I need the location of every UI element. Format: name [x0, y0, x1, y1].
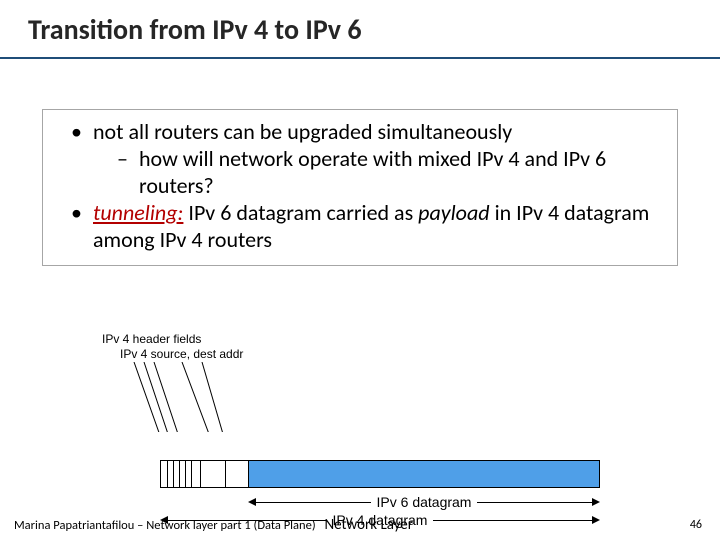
dash-icon: – — [117, 145, 139, 199]
ipv4-header-fields-box — [161, 461, 201, 487]
footer: Marina Papatriantafilou – Network layer … — [14, 516, 413, 534]
label-header-fields: IPv 4 header fields IPv 4 source, dest a… — [102, 332, 243, 362]
bullet-dot-icon: • — [71, 118, 93, 145]
bullet-1-text: not all routers can be upgraded simultan… — [93, 118, 512, 145]
bullet-2: • tunneling: IPv 6 datagram carried as p… — [71, 199, 659, 253]
sub-bullet-1: – how will network operate with mixed IP… — [117, 145, 659, 199]
pointer-lines — [100, 362, 320, 432]
slide-title: Transition from IPv 4 to IPv 6 — [28, 12, 720, 47]
extent-ipv6: IPv 6 datagram — [248, 494, 600, 510]
bullet-2-text: tunneling: IPv 6 datagram carried as pay… — [93, 199, 659, 253]
bullet-1: • not all routers can be upgraded simult… — [71, 118, 659, 145]
content-box: • not all routers can be upgraded simult… — [42, 109, 678, 266]
sub-bullet-1-text: how will network operate with mixed IPv … — [139, 145, 659, 199]
arrow-right-icon — [592, 516, 600, 524]
extent-ipv6-label: IPv 6 datagram — [371, 494, 478, 510]
arrow-left-icon — [248, 498, 256, 506]
payload-term: payload — [418, 199, 489, 226]
page-number: 46 — [690, 518, 702, 532]
arrow-right-icon — [592, 498, 600, 506]
ipv4-addr-box — [201, 461, 249, 487]
footer-author: Marina Papatriantafilou – Network layer … — [14, 518, 316, 533]
tunneling-term: tunneling: — [93, 199, 183, 226]
bullet-2-mid: IPv 6 datagram carried as — [183, 199, 418, 226]
packet — [160, 460, 600, 488]
label-header-fields-line1: IPv 4 header fields — [102, 332, 201, 346]
bullet-dot-icon: • — [71, 199, 93, 253]
label-header-fields-line2: IPv 4 source, dest addr — [120, 347, 243, 361]
footer-section: Network Layer — [324, 516, 413, 534]
ipv6-payload-box — [249, 461, 599, 487]
title-underline — [0, 57, 720, 59]
